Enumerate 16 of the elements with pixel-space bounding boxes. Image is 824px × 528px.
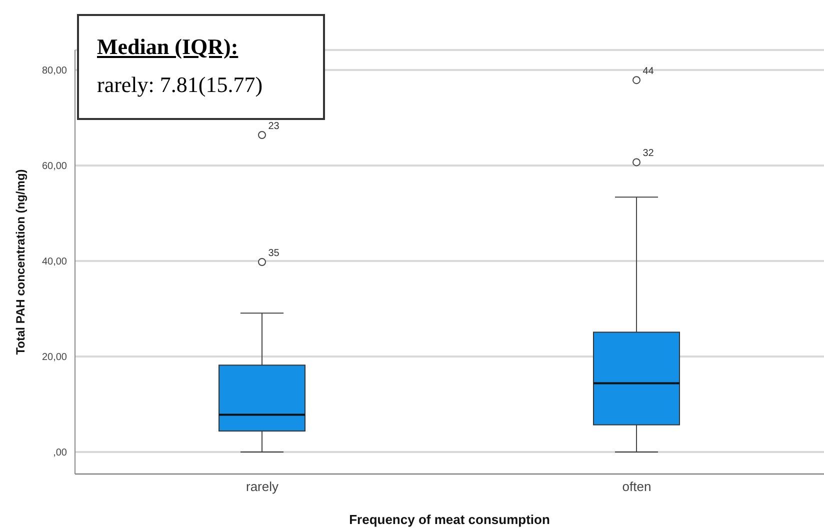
note-box: Median (IQR): rarely: 7.81(15.77) — [77, 14, 325, 120]
annotation: 35 — [268, 248, 280, 259]
x-tick-label: rarely — [246, 479, 279, 494]
y-tick-label: 20,00 — [42, 352, 68, 364]
annotation: Median (IQR): — [97, 33, 240, 61]
x-tick-label: often — [622, 479, 652, 494]
annotation: 32 — [642, 148, 654, 160]
y-tick-label: 80,00 — [42, 66, 68, 77]
y-tick-label: ,00 — [53, 448, 68, 459]
x-axis-title: Frequency of meat consumption — [349, 512, 550, 527]
y-tick-label: 60,00 — [42, 161, 68, 172]
annotation: 23 — [268, 120, 280, 132]
annotation: 44 — [642, 66, 654, 78]
y-axis-title: Total PAH concentration (ng/mg) — [13, 169, 28, 355]
annotation: rarely: 7.81(15.77) — [97, 71, 264, 99]
y-tick-label: 40,00 — [42, 256, 68, 268]
